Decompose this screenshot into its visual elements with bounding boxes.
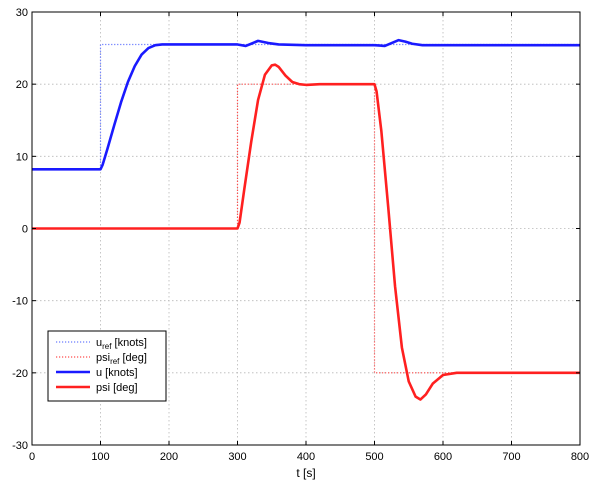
x-tick-label: 300 <box>228 451 246 463</box>
legend-box <box>47 330 167 402</box>
axis-ticks: 0 100 200 300 400 500 600 700 800 -30 -20 -10 0 10 20 3… <box>12 7 589 463</box>
y-tick-label: 30 <box>16 7 28 19</box>
series-line-3 <box>32 63 580 401</box>
x-axis-label: t [s] <box>296 466 315 480</box>
x-tick-label: 600 <box>434 451 452 463</box>
legend: uref [knots]psiref [deg]u [knots] psi [de… <box>47 330 167 402</box>
x-tick-label: 700 <box>502 451 520 463</box>
y-tick-label: -30 <box>12 440 28 452</box>
legend-label-0: uref [knots] <box>96 337 147 351</box>
y-tick-label: -10 <box>12 296 28 308</box>
legend-label-3: psi [deg] <box>96 382 138 394</box>
series-layer <box>32 38 580 401</box>
x-tick-label: 800 <box>571 451 589 463</box>
x-tick-label: 0 <box>29 451 35 463</box>
y-tick-label: 10 <box>16 151 28 163</box>
y-tick-label: 20 <box>16 79 28 91</box>
legend-label-1: psiref [deg] <box>96 352 147 366</box>
y-tick-label: -20 <box>12 368 28 380</box>
y-tick-label: 0 <box>22 224 28 236</box>
series-line-2 <box>32 38 580 171</box>
x-tick-label: 100 <box>91 451 109 463</box>
legend-label-2: u [knots] <box>96 367 138 379</box>
x-tick-label: 500 <box>365 451 383 463</box>
x-tick-label: 200 <box>160 451 178 463</box>
x-tick-label: 400 <box>297 451 315 463</box>
